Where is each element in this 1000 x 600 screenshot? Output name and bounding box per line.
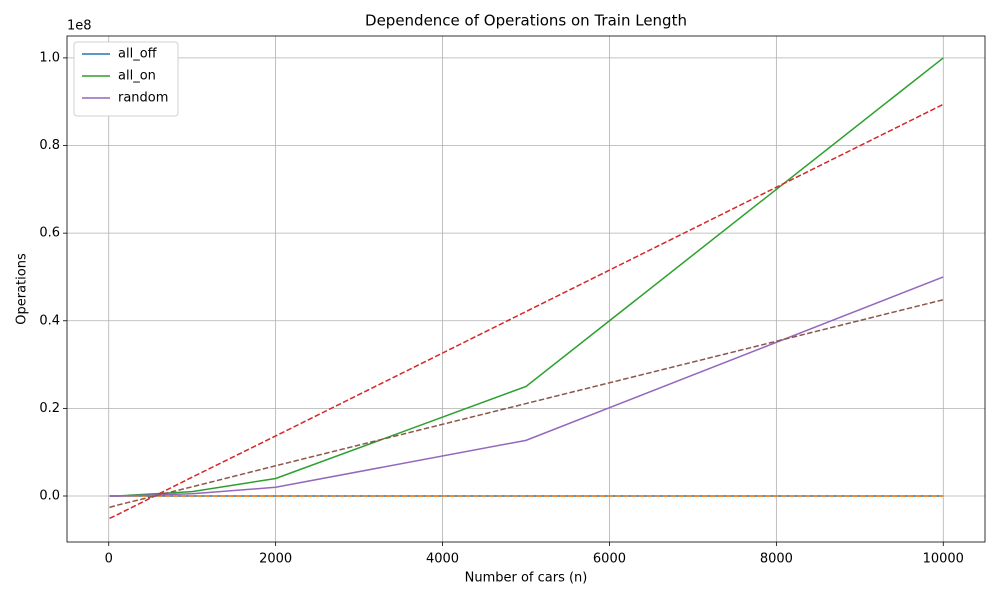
y-tick-label: 0.8 bbox=[39, 138, 60, 153]
y-tick-label: 0.0 bbox=[39, 489, 60, 504]
y-tick-label: 0.2 bbox=[39, 401, 60, 416]
x-axis-label: Number of cars (n) bbox=[465, 571, 588, 586]
x-tick-label: 10000 bbox=[923, 552, 964, 567]
line-series bbox=[109, 299, 944, 509]
line-series bbox=[109, 276, 944, 497]
y-tick-label: 1.0 bbox=[39, 50, 60, 65]
y-offset-label: 1e8 bbox=[67, 19, 92, 34]
line-series bbox=[109, 103, 944, 520]
x-tick-label: 4000 bbox=[426, 552, 459, 567]
line-series bbox=[109, 57, 944, 497]
x-tick-label: 6000 bbox=[593, 552, 626, 567]
chart-title: Dependence of Operations on Train Length bbox=[365, 12, 687, 30]
legend-label: all_off bbox=[118, 47, 158, 62]
legend-label: random bbox=[118, 91, 168, 106]
legend-label: all_on bbox=[118, 69, 156, 84]
y-tick-label: 0.4 bbox=[39, 313, 60, 328]
plot-frame bbox=[66, 35, 986, 543]
x-tick-label: 8000 bbox=[760, 552, 793, 567]
y-tick-label: 0.6 bbox=[39, 226, 60, 241]
x-tick-label: 2000 bbox=[259, 552, 292, 567]
y-axis-label: Operations bbox=[15, 253, 30, 325]
x-tick-label: 0 bbox=[105, 552, 113, 567]
